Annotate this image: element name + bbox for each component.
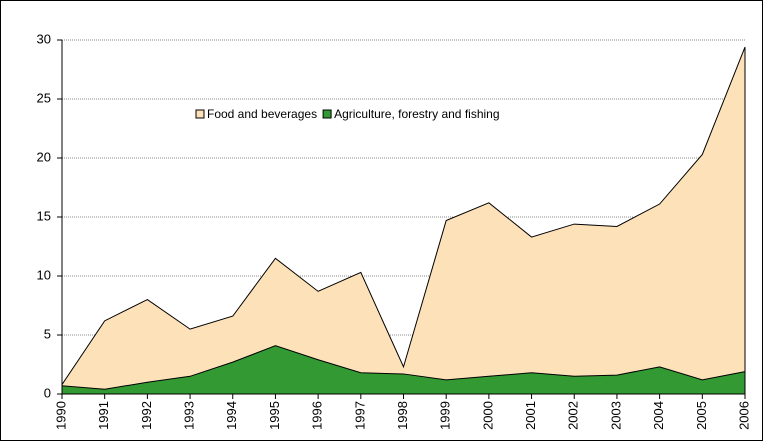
x-tick-label: 2005 [694,401,709,430]
area [61,46,746,395]
y-tick-label: 20 [37,149,51,164]
legend-label: Food and beverages [207,107,317,121]
x-tick-label: 1996 [310,401,325,430]
x-tick-label: 2006 [736,401,751,430]
x-tick-label: 2003 [608,401,623,430]
x-tick-label: 1994 [224,401,239,430]
x-tick-label: 2000 [480,401,495,430]
x-tick-label: 2002 [566,401,581,430]
y-tick-label: 0 [44,385,51,400]
x-tick-label: 1993 [182,401,197,430]
x-tick-label: 1998 [395,401,410,430]
x-tick-label: 2001 [523,401,538,430]
legend-swatch [195,109,205,119]
x-tick-label: 1992 [139,401,154,430]
x-tick-label: 1995 [267,401,282,430]
x-tick-label: 1999 [438,401,453,430]
x-tick-label: 1990 [53,401,68,430]
area [61,345,746,395]
x-tick-label: 1991 [96,401,111,430]
y-tick-label: 5 [44,326,51,341]
y-tick-label: 15 [37,208,51,223]
legend: Food and beverages Agriculture, forestry … [195,107,500,121]
legend-swatch [322,109,332,119]
x-tick-label: 2004 [651,401,666,430]
y-tick-label: 25 [37,90,51,105]
legend-label: Agriculture, forestry and fishing [334,107,499,121]
y-tick-label: 30 [37,31,51,46]
y-tick-label: 10 [37,267,51,282]
x-tick-label: 1997 [352,401,367,430]
